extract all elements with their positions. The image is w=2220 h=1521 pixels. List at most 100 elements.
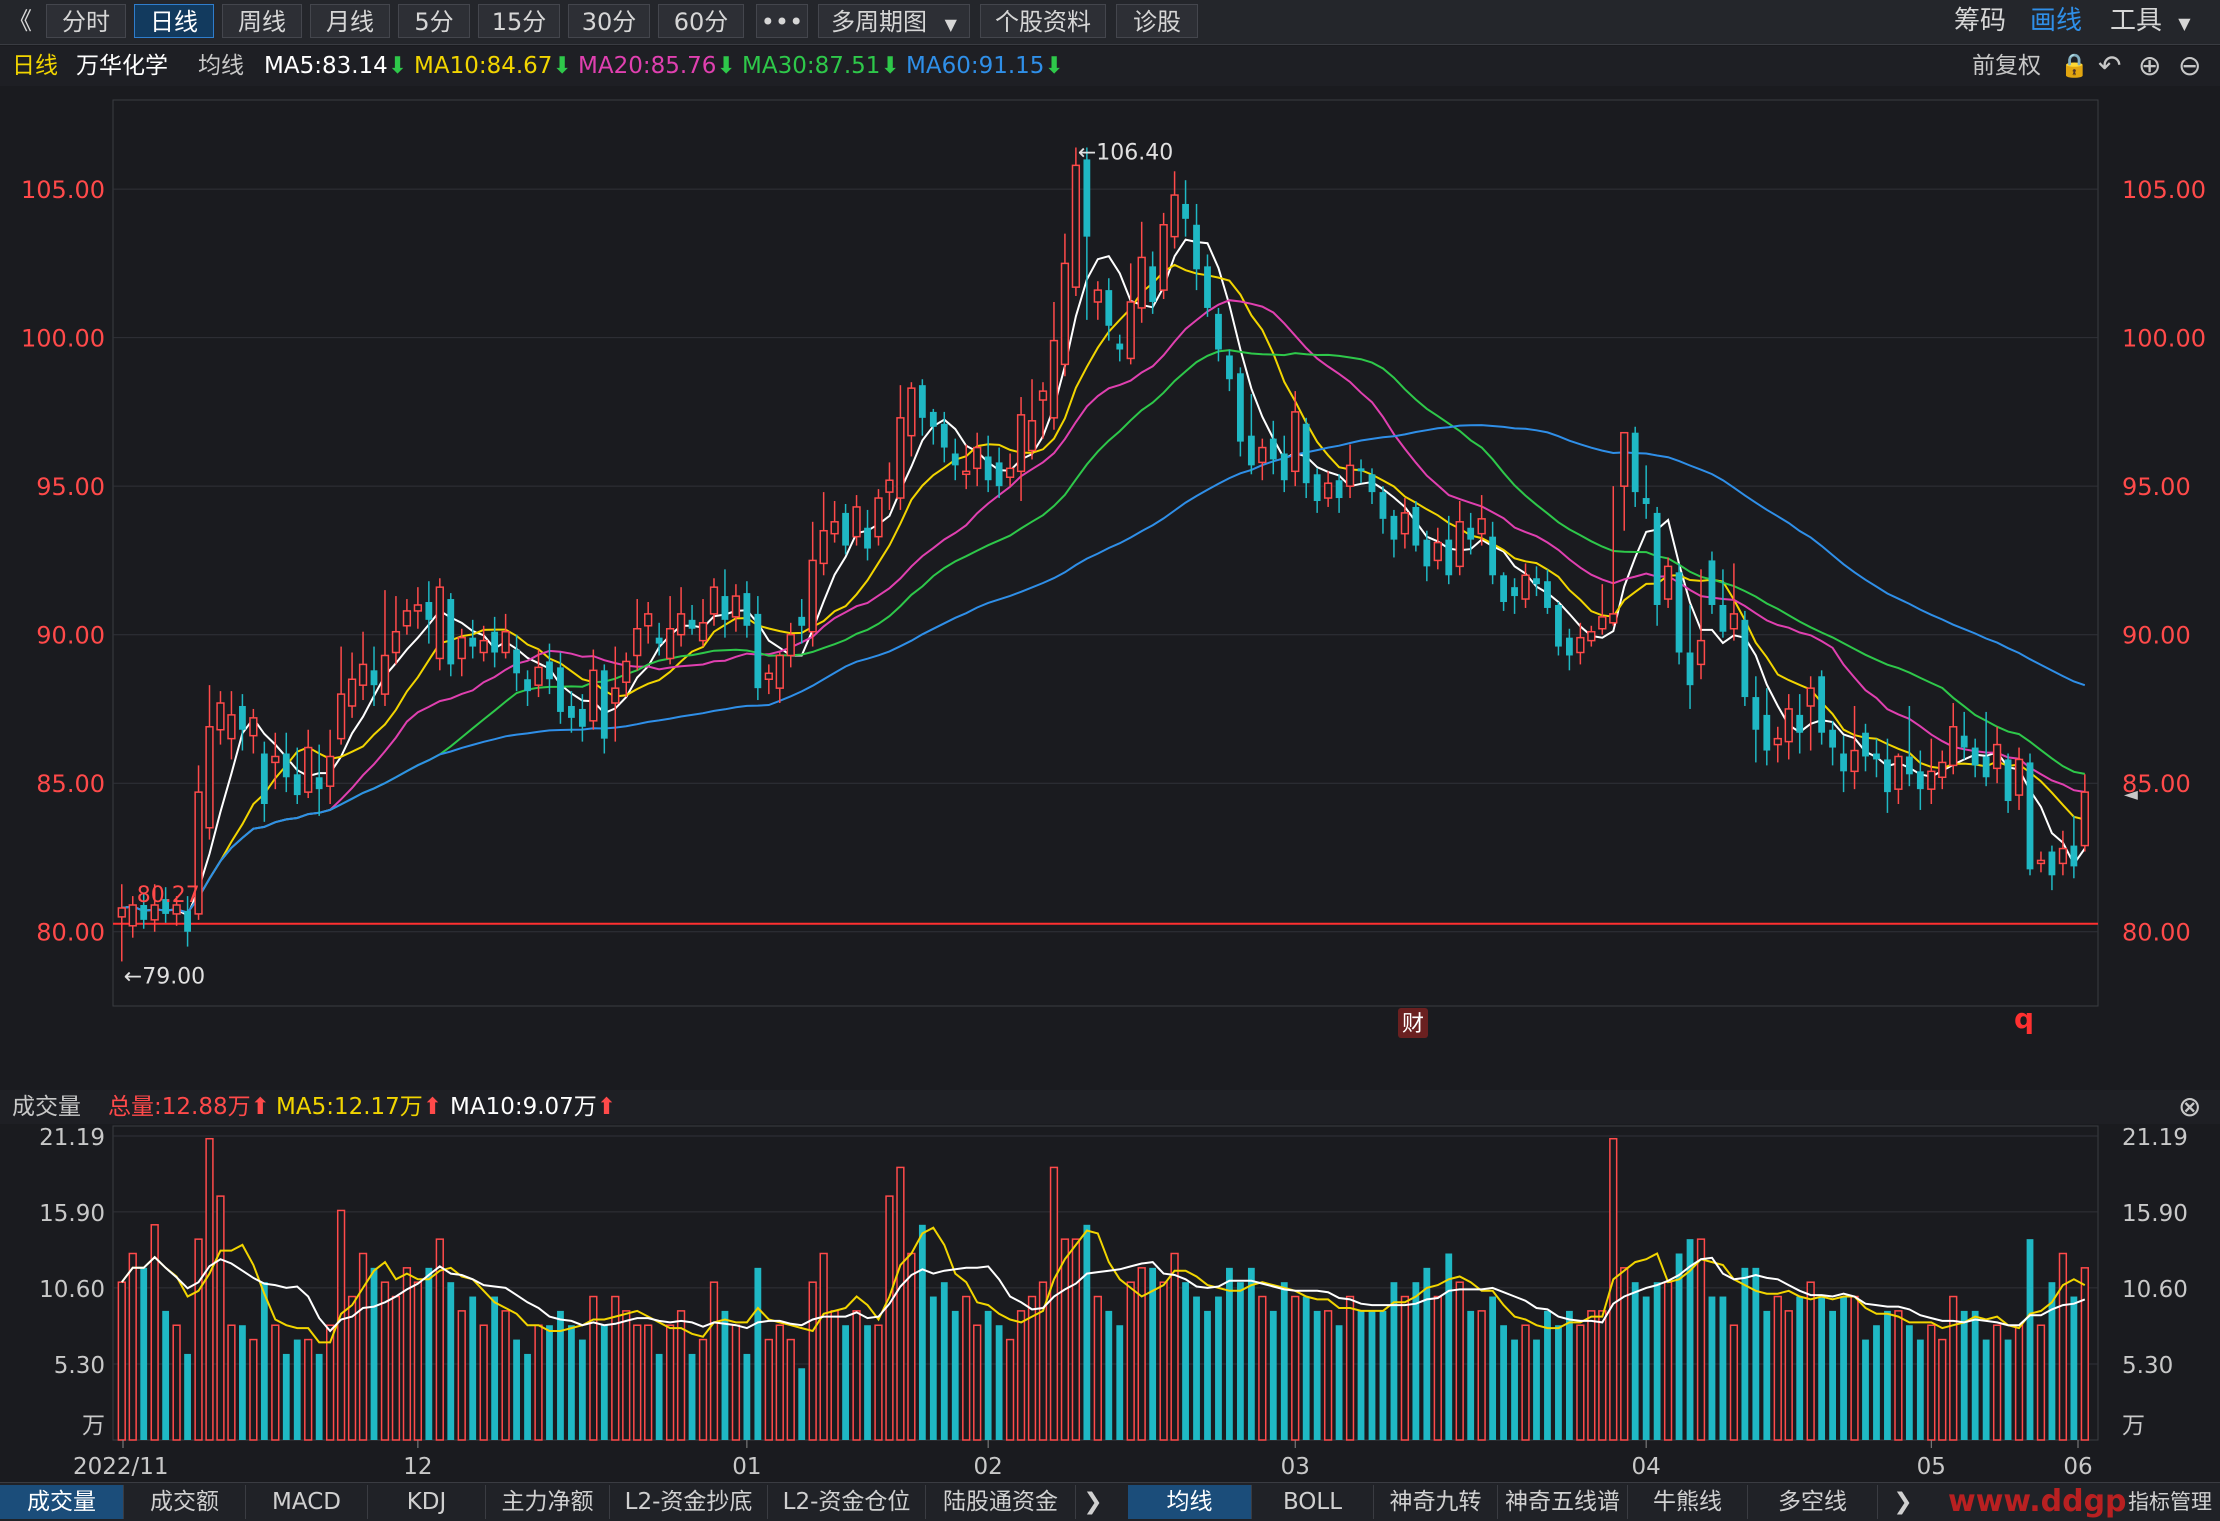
- tabs2-scroll-right-icon[interactable]: ❯: [1893, 1489, 1913, 1515]
- price-tick-label-left: 90.00: [36, 622, 105, 650]
- volume-ma5: MA5:12.17万⬆: [276, 1090, 442, 1124]
- candle-body: [2026, 762, 2034, 870]
- volume-bar: [447, 1282, 455, 1440]
- volume-bar: [1696, 1238, 1706, 1441]
- candle-body: [808, 559, 817, 633]
- overlay-tab-5[interactable]: 多空线: [1748, 1485, 1878, 1519]
- ma-label[interactable]: 均线: [198, 53, 244, 79]
- overlay-tab-3[interactable]: 神奇五线谱: [1498, 1485, 1628, 1519]
- candle-body: [1850, 749, 1859, 773]
- volume-bar: [1412, 1282, 1420, 1440]
- candle-body: [501, 630, 510, 654]
- undo-icon[interactable]: ↶: [2098, 49, 2122, 82]
- indicator-tab-7[interactable]: 陆股通资金: [926, 1485, 1076, 1519]
- period-button-7[interactable]: 60分: [658, 4, 744, 38]
- indicator-manage-button[interactable]: 指标管理: [2128, 1490, 2212, 1514]
- volume-bar: [655, 1353, 663, 1440]
- candle-body: [1741, 619, 1749, 698]
- low-annotation: ←79.00: [124, 964, 205, 989]
- candle-body: [325, 755, 335, 787]
- indicator-tab-0[interactable]: 成交量: [0, 1485, 124, 1519]
- tabs-scroll-right-icon[interactable]: ❯: [1083, 1489, 1103, 1515]
- volume-bar: [140, 1267, 148, 1440]
- candlestick-chart[interactable]: 80.00 80.00 85.00 85.00 90.00 90.00 95.00 95.00…: [0, 86, 2220, 1086]
- candle-body: [140, 905, 148, 920]
- volume-bar: [239, 1325, 246, 1440]
- chips-button[interactable]: 筹码: [1954, 6, 2007, 36]
- indicator-tab-2[interactable]: MACD: [246, 1485, 368, 1519]
- overlay-tab-4[interactable]: 牛熊线: [1628, 1485, 1748, 1519]
- candle-body: [1445, 539, 1453, 576]
- volume-bar: [249, 1338, 258, 1441]
- candle-body: [1521, 574, 1530, 600]
- volume-bar: [358, 1252, 368, 1441]
- period-button-4[interactable]: 5分: [398, 4, 470, 38]
- volume-bar: [1806, 1281, 1815, 1441]
- candle-body: [1170, 194, 1179, 238]
- stock-info-button[interactable]: 个股资料: [980, 4, 1106, 38]
- period-button-0[interactable]: 分时: [46, 4, 126, 38]
- candle-body: [1105, 290, 1113, 326]
- close-volume-icon[interactable]: ⊗: [2178, 1090, 2202, 1123]
- candle-body: [918, 385, 926, 418]
- candle-body: [589, 669, 598, 722]
- volume-bar: [731, 1324, 741, 1441]
- price-tick-label-left: 80.00: [36, 919, 105, 947]
- indicator-tab-3[interactable]: KDJ: [368, 1485, 486, 1519]
- volume-bar: [293, 1339, 301, 1440]
- volume-bar: [1818, 1296, 1826, 1440]
- multi-period-button[interactable]: 多周期图 ▼: [818, 4, 970, 38]
- candle-body: [940, 423, 948, 448]
- volume-bar: [622, 1310, 631, 1441]
- candle-body: [1149, 266, 1157, 302]
- zoom-in-icon[interactable]: ⊕: [2138, 49, 2162, 82]
- volume-bar: [973, 1324, 982, 1441]
- indicator-tab-5[interactable]: L2-资金抄底: [610, 1485, 768, 1519]
- candle-body: [995, 462, 1003, 487]
- volume-bar: [1093, 1295, 1102, 1441]
- price-tick-label-right: 85.00: [2122, 770, 2191, 798]
- draw-line-button[interactable]: 画线: [2030, 6, 2083, 36]
- volume-bar: [413, 1281, 423, 1441]
- candle-body: [1729, 613, 1739, 630]
- lock-icon[interactable]: 🔒: [2060, 53, 2089, 79]
- period-button-5[interactable]: 15分: [478, 4, 560, 38]
- down-arrow-icon: ⬇: [716, 53, 736, 79]
- candle-body: [534, 666, 543, 686]
- indicator-tabs-bar: 成交量 成交额 MACD KDJ 主力净额 L2-资金抄底 L2-资金仓位 陆股通资金 ❯ 均…: [0, 1482, 2220, 1521]
- period-button-2[interactable]: 周线: [222, 4, 302, 38]
- adjust-label[interactable]: 前复权: [1972, 53, 2041, 79]
- candle-body: [447, 599, 455, 665]
- collapse-button[interactable]: 《: [8, 7, 32, 35]
- volume-bar: [1116, 1325, 1124, 1440]
- volume-bar: [1884, 1310, 1891, 1440]
- candle-body: [557, 667, 564, 712]
- overlay-tab-2[interactable]: 神奇九转: [1374, 1485, 1498, 1519]
- volume-bar: [1784, 1310, 1793, 1441]
- candle-body: [1016, 414, 1026, 473]
- volume-tick-label-left: 21.19: [39, 1125, 105, 1151]
- tools-button[interactable]: 工具 ▼: [2110, 4, 2191, 38]
- price-tick-label-right: 90.00: [2122, 622, 2191, 650]
- period-button-6[interactable]: 30分: [568, 4, 650, 38]
- indicator-tab-1[interactable]: 成交额: [124, 1485, 246, 1519]
- more-periods-button[interactable]: •••: [756, 4, 808, 38]
- finance-marker-bg: [1398, 1008, 1428, 1038]
- candle-body: [1971, 747, 1979, 766]
- candle-body: [1182, 203, 1189, 219]
- overlay-tab-0[interactable]: 均线: [1128, 1485, 1252, 1519]
- candle-body: [819, 529, 828, 565]
- price-tick-label-left: 100.00: [21, 325, 105, 353]
- overlay-tab-1[interactable]: BOLL: [1252, 1485, 1374, 1519]
- zoom-out-icon[interactable]: ⊖: [2178, 49, 2202, 82]
- candle-body: [184, 910, 191, 932]
- volume-chart[interactable]: 21.19 21.19 15.90 15.90 10.60 10.60 5.30 5.30 万 万…: [0, 1124, 2220, 1482]
- period-button-3[interactable]: 月线: [310, 4, 390, 38]
- candle-body: [2014, 758, 2024, 796]
- diagnose-button[interactable]: 诊股: [1116, 4, 1198, 38]
- period-button-1[interactable]: 日线: [134, 4, 214, 38]
- candle-body: [227, 714, 236, 740]
- volume-bar: [282, 1353, 290, 1440]
- indicator-tab-6[interactable]: L2-资金仓位: [768, 1485, 926, 1519]
- indicator-tab-4[interactable]: 主力净额: [486, 1485, 610, 1519]
